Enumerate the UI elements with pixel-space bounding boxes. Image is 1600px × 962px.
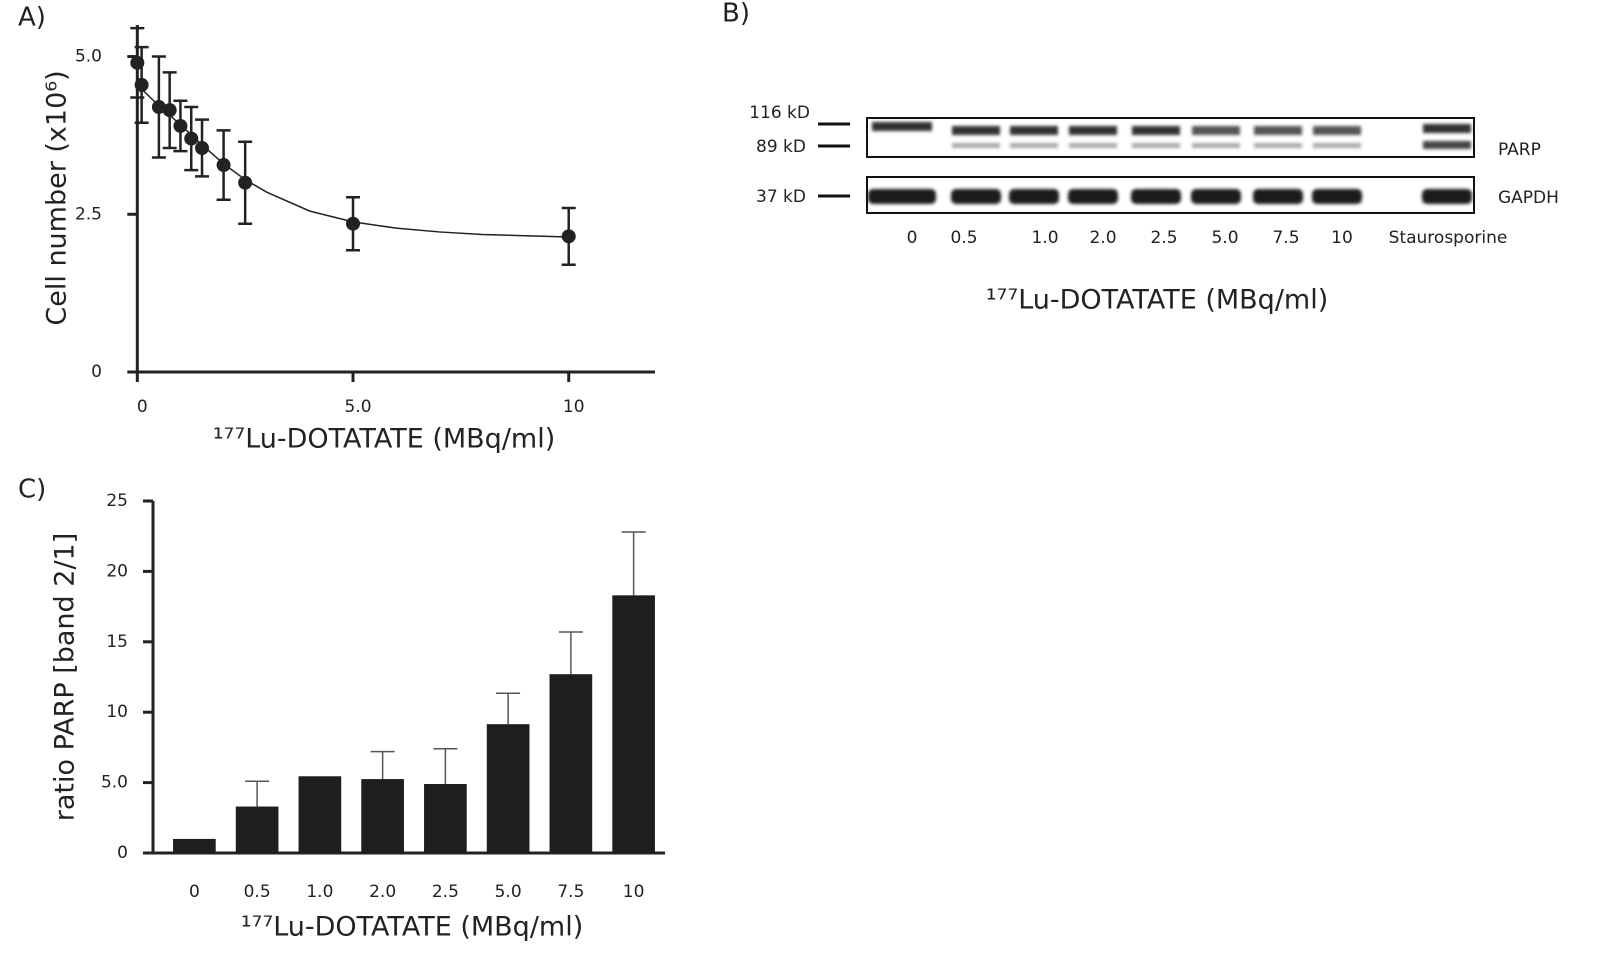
error-bar [558,631,583,675]
x-axis-title: ¹⁷⁷Lu-DOTATATE (MBq/ml) [986,285,1329,316]
point [151,100,166,115]
point [173,118,188,133]
point [561,229,576,244]
x-axis-title: ¹⁷⁷Lu-DOTATATE (MBq/ml) [213,424,556,455]
y-axis-title: ratio PARP [band 2/1] [50,533,81,822]
marker-label: 37 kD [756,187,806,207]
y-tick-label: 0 [117,843,128,863]
y-tick-label: 20 [106,561,128,581]
lane-label: 10 [1331,228,1353,248]
band [1069,126,1117,135]
blot-panel [818,117,1475,214]
band [868,189,936,204]
x-tick-label: 0 [189,882,200,902]
x-tick-label: 2.5 [432,882,459,902]
lane-label: 7.5 [1272,228,1299,248]
band [952,143,1000,148]
y-tick-label: 25 [106,491,128,511]
bar [424,784,467,853]
band [1068,189,1118,204]
error-bar [496,692,521,725]
x-tick-label: 5.0 [344,397,371,417]
y-tick-label: 15 [106,632,128,652]
bar [298,776,342,853]
band [1132,126,1180,135]
error-bar [245,780,270,807]
band [1422,189,1472,204]
point [184,131,199,146]
lane-label: 2.0 [1089,228,1116,248]
error-bar [433,748,458,785]
point [216,158,231,173]
band [1423,124,1471,133]
error-bar [370,750,395,780]
bar [486,724,530,853]
x-tick-label: 7.5 [557,882,584,902]
panel-label: A) [18,3,46,33]
band [1313,143,1361,148]
x-tick-label: 1.0 [306,882,333,902]
bar [235,806,279,853]
band [1192,143,1240,148]
band [872,122,932,131]
band [1254,126,1302,135]
y-tick-label: 2.5 [75,204,102,224]
bar [173,838,216,853]
y-tick-label: 10 [106,702,128,722]
y-tick-label: 0 [91,362,102,382]
band [1192,126,1240,135]
y-tick-label: 5.0 [101,773,128,793]
bands [868,122,1472,204]
band [1313,126,1361,135]
bar [549,674,593,853]
band [1010,143,1058,148]
x-tick-label: 0.5 [244,882,271,902]
protein-label: GAPDH [1498,188,1559,208]
marker-label: 89 kD [756,137,806,157]
point [134,77,149,92]
band [1191,189,1241,204]
band [1069,143,1117,148]
panel-label: B) [722,0,750,29]
protein-label: PARP [1498,140,1541,160]
band [1254,143,1302,148]
band [1132,143,1180,148]
band [1253,189,1303,204]
y-axis-title: Cell number (x10⁶) [42,70,73,325]
error-bar [621,531,646,596]
lane-label: 0.5 [950,228,977,248]
point [195,141,210,156]
point [238,175,253,190]
bar [361,779,404,853]
lane-label: 1.0 [1031,228,1058,248]
point [346,216,361,231]
x-tick-label: 0 [137,397,148,417]
band [1010,126,1058,135]
band [1009,189,1059,204]
band [952,126,1000,135]
lane-label: 0 [907,228,918,248]
lane-label: 5.0 [1211,228,1238,248]
x-tick-label: 10 [623,882,645,902]
x-tick-label: 2.0 [369,882,396,902]
panel-label: C) [18,475,46,505]
lane-label: Staurosporine [1389,228,1508,248]
x-axis-title: ¹⁷⁷Lu-DOTATATE (MBq/ml) [241,912,584,943]
blot-frame [866,117,1475,158]
x-tick-label: 10 [563,397,585,417]
marker-label: 116 kD [749,103,810,123]
band [1423,141,1471,149]
y-tick-label: 5.0 [75,47,102,67]
lane-label: 2.5 [1150,228,1177,248]
bar [612,595,655,853]
band [1312,189,1362,204]
x-tick-label: 5.0 [495,882,522,902]
point [162,103,177,118]
band [1131,189,1181,204]
band [951,189,1001,204]
